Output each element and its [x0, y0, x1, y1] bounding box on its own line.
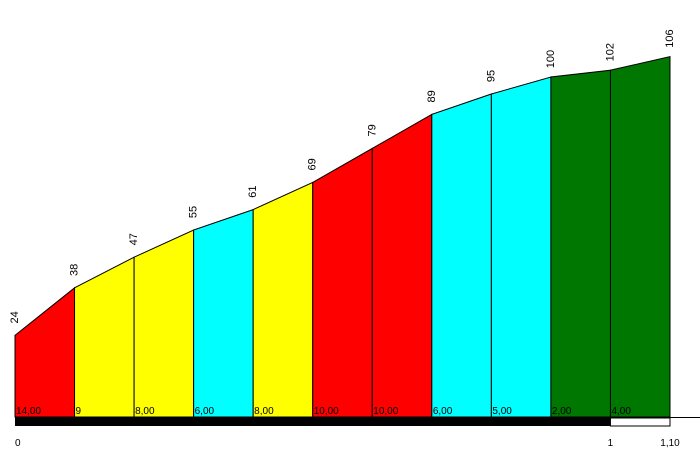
profile-segment — [74, 256, 135, 418]
profile-segment — [193, 208, 254, 418]
profile-segment — [371, 113, 433, 418]
elevation-label: 95 — [485, 70, 497, 82]
profile-segment — [133, 229, 195, 418]
x-tick-label: 1 — [608, 438, 614, 449]
scale-bar-black — [15, 418, 611, 426]
profile-segment — [550, 69, 611, 418]
segment-label: 6,00 — [195, 406, 215, 417]
segment-label: 5,00 — [492, 406, 512, 417]
profile-segment — [609, 55, 671, 418]
elevation-label: 102 — [604, 43, 616, 61]
elevation-label: 47 — [128, 233, 140, 245]
elevation-label: 69 — [307, 158, 319, 170]
elevation-label: 106 — [664, 29, 676, 47]
elevation-label: 38 — [69, 264, 81, 276]
segment-label: 8,00 — [254, 406, 274, 417]
elevation-label: 100 — [545, 50, 557, 68]
scale-bar-white — [609, 417, 671, 427]
profile-segment — [490, 76, 552, 418]
profile-segment — [14, 286, 76, 418]
segment-label: 10,00 — [373, 406, 398, 417]
elevation-label: 61 — [247, 185, 259, 197]
profile-segment — [431, 93, 492, 418]
x-tick-label: 0 — [15, 438, 21, 449]
segment-label: 10,00 — [314, 406, 339, 417]
profile-segment — [252, 181, 314, 418]
segment-label: 6,00 — [433, 406, 453, 417]
segment-label: 4,00 — [611, 406, 631, 417]
segment-label: 14,00 — [16, 406, 41, 417]
elevation-label: 79 — [366, 124, 378, 136]
segment-label: 9 — [76, 406, 82, 417]
elevation-label: 89 — [426, 90, 438, 102]
x-tick-label: 1,10 — [660, 438, 680, 449]
elevation-label: 24 — [9, 311, 21, 323]
elevation-label: 55 — [188, 206, 200, 218]
profile-segment — [312, 147, 373, 418]
segment-label: 2,00 — [552, 406, 572, 417]
segment-label: 8,00 — [135, 406, 155, 417]
